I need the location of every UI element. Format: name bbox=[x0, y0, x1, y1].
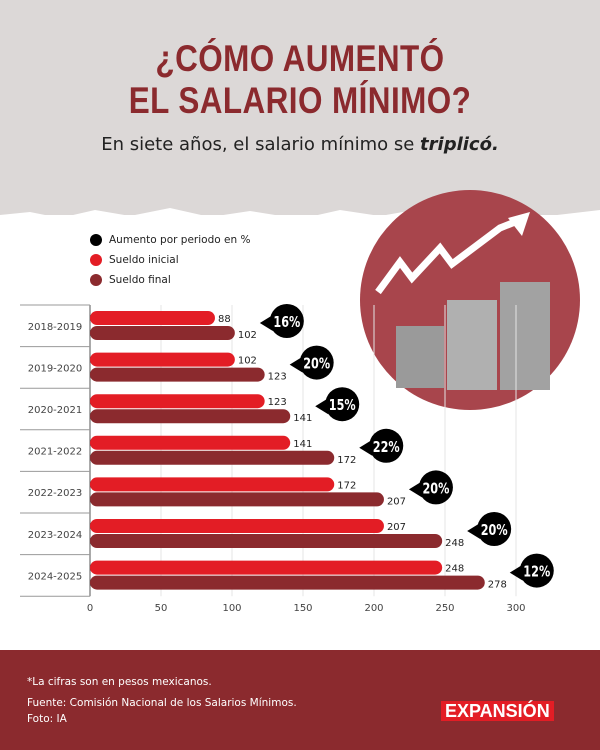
increase-label: 20% bbox=[481, 523, 508, 540]
badge-pointer bbox=[509, 564, 523, 581]
bar-initial bbox=[90, 519, 384, 533]
coin-stacks-icon bbox=[396, 282, 550, 390]
legend-item-initial: Sueldo inicial bbox=[90, 254, 179, 266]
increase-label: 20% bbox=[303, 356, 330, 373]
category-label: 2021-2022 bbox=[28, 447, 83, 458]
x-tick-label: 50 bbox=[155, 603, 168, 614]
header-background bbox=[0, 0, 600, 215]
value-label-initial: 102 bbox=[238, 356, 257, 367]
value-label-initial: 123 bbox=[268, 397, 287, 408]
x-tick-label: 200 bbox=[364, 603, 383, 614]
x-tick-label: 150 bbox=[293, 603, 312, 614]
x-tick-label: 250 bbox=[435, 603, 454, 614]
increase-label: 20% bbox=[422, 481, 449, 498]
value-label-initial: 172 bbox=[337, 480, 356, 491]
source: Fuente: Comisión Nacional de los Salario… bbox=[27, 697, 297, 709]
increase-label: 16% bbox=[273, 315, 300, 332]
badge-pointer bbox=[467, 523, 481, 539]
note: *La cifras son en pesos mexicanos. bbox=[27, 676, 212, 688]
category-label: 2019-2020 bbox=[28, 363, 83, 374]
category-label: 2022-2023 bbox=[28, 488, 83, 499]
page-title: ¿CÓMO AUMENTÓ EL SALARIO MÍNIMO? bbox=[128, 38, 472, 121]
bar-final bbox=[90, 534, 443, 548]
badge-pointer bbox=[408, 481, 422, 498]
badge-pointer bbox=[315, 398, 329, 415]
photo-credit: Foto: IA bbox=[27, 713, 67, 725]
value-label-final: 102 bbox=[238, 330, 257, 341]
category-label: 2023-2024 bbox=[28, 530, 83, 541]
x-tick-label: 300 bbox=[506, 603, 525, 614]
rising-arrow-icon bbox=[375, 218, 517, 295]
badge-pointer bbox=[289, 356, 303, 373]
bar-initial bbox=[90, 477, 335, 492]
badge-pointer bbox=[359, 439, 373, 456]
bar-final bbox=[90, 575, 485, 590]
value-label-final: 207 bbox=[387, 496, 406, 507]
value-label-initial: 248 bbox=[445, 564, 464, 575]
x-tick-label: 100 bbox=[222, 603, 241, 614]
value-label-final: 248 bbox=[445, 538, 464, 549]
value-label-final: 141 bbox=[293, 413, 312, 424]
value-label-final: 278 bbox=[488, 580, 507, 591]
x-tick-label: 0 bbox=[87, 603, 93, 614]
category-label: 2020-2021 bbox=[28, 405, 83, 416]
increase-badge bbox=[418, 470, 453, 505]
bar-initial bbox=[90, 394, 265, 409]
value-label-initial: 88 bbox=[218, 314, 231, 325]
legend-item-increase: Aumento por periodo en % bbox=[90, 234, 250, 246]
bar-final bbox=[90, 409, 291, 424]
bar-chart: 0 50 100 150 200 250 300 2018-2019 88 102 16% 2019-… bbox=[20, 304, 554, 614]
category-label: 2024-2025 bbox=[28, 571, 83, 582]
increase-label: 12% bbox=[523, 564, 550, 581]
bar-initial bbox=[90, 435, 291, 450]
bar-final bbox=[90, 326, 235, 340]
bar-final bbox=[90, 492, 384, 507]
bar-initial bbox=[90, 311, 215, 325]
increase-badge bbox=[519, 553, 554, 588]
footer bbox=[0, 650, 600, 750]
increase-badge bbox=[369, 428, 404, 463]
bar-initial bbox=[90, 352, 235, 367]
increase-label: 22% bbox=[373, 439, 400, 456]
subtitle: En siete años, el salario mínimo se trip… bbox=[101, 134, 499, 155]
increase-badge bbox=[299, 345, 334, 380]
category-label: 2018-2019 bbox=[28, 322, 83, 333]
value-label-final: 123 bbox=[268, 372, 287, 383]
increase-badge bbox=[477, 512, 512, 546]
value-label-initial: 207 bbox=[387, 522, 406, 533]
increase-badge bbox=[269, 304, 304, 338]
increase-badge bbox=[325, 387, 360, 422]
value-label-final: 172 bbox=[337, 455, 356, 466]
expansion-logo: EXPANSIÓN bbox=[441, 701, 554, 721]
bar-initial bbox=[90, 560, 443, 575]
legend-item-final: Sueldo final bbox=[90, 274, 171, 286]
bar-final bbox=[90, 450, 335, 465]
badge-pointer bbox=[259, 315, 273, 331]
value-label-initial: 141 bbox=[293, 439, 312, 450]
bar-final bbox=[90, 367, 265, 382]
increase-label: 15% bbox=[329, 398, 356, 415]
